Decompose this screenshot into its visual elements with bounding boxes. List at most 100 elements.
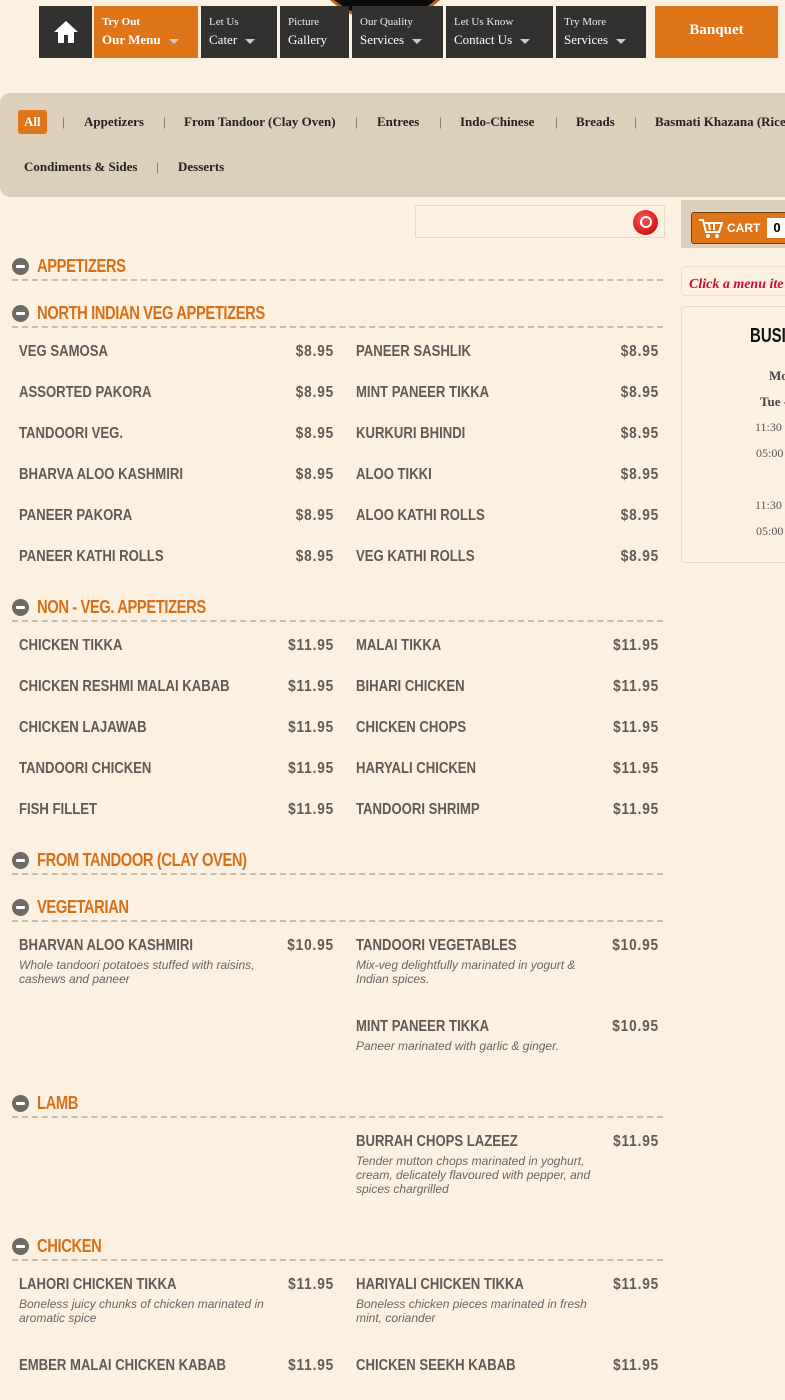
item-name: Veg Samosa — [19, 343, 108, 360]
section-header[interactable]: Chicken — [12, 1230, 663, 1261]
item-name: Mint Paneer Tikka — [356, 384, 490, 401]
menu-item[interactable]: Chicken Tikka $11.95 — [12, 635, 349, 676]
nav-banquet[interactable]: Banquet — [655, 6, 778, 58]
collapse-icon[interactable] — [12, 305, 29, 322]
menu-item[interactable]: Tandoori Chicken $11.95 — [12, 758, 349, 799]
category-all[interactable]: All — [18, 110, 47, 134]
menu-item[interactable]: Fish Fillet $11.95 — [12, 799, 349, 840]
nav-item-label: Our Menu — [102, 32, 179, 48]
collapse-icon[interactable] — [12, 899, 29, 916]
collapse-icon[interactable] — [12, 258, 29, 275]
menu-item[interactable]: Malai Tikka $11.95 — [349, 635, 663, 676]
menu-item[interactable]: Burrah Chops Lazeez $11.95 Tender mutton c… — [349, 1131, 663, 1226]
collapse-icon[interactable] — [12, 1095, 29, 1112]
nav-item-gallery[interactable]: Picture Gallery — [280, 6, 349, 58]
menu-item[interactable]: Bharva Aloo Kashmiri $8.95 — [12, 464, 349, 505]
menu-item[interactable]: Chicken Lajawab $11.95 — [12, 717, 349, 758]
menu-item[interactable]: Bihari Chicken $11.95 — [349, 676, 663, 717]
menu-item[interactable]: Paneer Pakora $8.95 — [12, 505, 349, 546]
chevron-down-icon — [168, 38, 179, 44]
item-price: $8.95 — [295, 548, 334, 565]
menu-item[interactable]: Lahori Chicken Tikka $11.95 Boneless juicy… — [12, 1274, 349, 1355]
divider: | — [355, 114, 358, 129]
nav-item-label: Services — [564, 32, 627, 48]
menu-item[interactable]: Mint Paneer Tikka $8.95 — [349, 382, 663, 423]
collapse-icon[interactable] — [12, 852, 29, 869]
section-header[interactable]: From Tandoor (Clay Oven) — [12, 844, 663, 875]
hours-row: Tue - — [760, 394, 785, 409]
menu-list: Appetizers North Indian Veg Appetizers Veg… — [12, 250, 663, 1400]
menu-item[interactable]: Hariyali Chicken Tikka $11.95 Boneless chi… — [349, 1274, 663, 1355]
item-name: Chicken Reshmi Malai Kabab — [19, 678, 230, 695]
menu-item[interactable]: Tandoori Vegetables $10.95 Mix-veg delight… — [349, 935, 663, 1016]
divider: | — [156, 159, 159, 174]
category-from-tandoor-clay-oven[interactable]: From Tandoor (Clay Oven) — [184, 114, 336, 129]
menu-item[interactable]: Tandoori Shrimp $11.95 — [349, 799, 663, 840]
menu-item[interactable]: Veg Kathi Rolls $8.95 — [349, 546, 663, 587]
nav-item-subtitle: Picture — [288, 16, 320, 28]
category-desserts[interactable]: Desserts — [178, 159, 225, 174]
menu-item[interactable]: Aloo Kathi Rolls $8.95 — [349, 505, 663, 546]
nav-item-subtitle: Let Us — [209, 16, 239, 28]
chevron-down-icon — [412, 38, 423, 44]
category-breads[interactable]: Breads — [576, 114, 615, 129]
item-description: Paneer marinated with garlic & ginger. — [356, 1039, 559, 1053]
collapse-icon[interactable] — [12, 1238, 29, 1255]
item-description: Tender mutton chops marinated in yoghurt… — [356, 1154, 591, 1196]
menu-item[interactable]: Aloo Tikki $8.95 — [349, 464, 663, 505]
menu-item[interactable]: Haryali Chicken $11.95 — [349, 758, 663, 799]
section-header[interactable]: Appetizers — [12, 250, 663, 281]
menu-item[interactable]: Paneer Kathi Rolls $8.95 — [12, 546, 349, 587]
item-name: Assorted Pakora — [19, 384, 152, 401]
divider: | — [163, 114, 166, 129]
item-description: Boneless chicken pieces marinated in fre… — [356, 1297, 587, 1325]
menu-item[interactable]: Mint Paneer Tikka $10.95 Paneer marinated … — [349, 1016, 663, 1083]
menu-item[interactable]: Chicken Chops $11.95 — [349, 717, 663, 758]
empty-cell — [12, 1016, 349, 1083]
menu-item[interactable]: Veg Samosa $8.95 — [12, 341, 349, 382]
category-basmati-khazana-rice[interactable]: Basmati Khazana (Rice — [655, 114, 785, 129]
item-price: $8.95 — [620, 425, 659, 442]
item-name: Chicken Lajawab — [19, 719, 147, 736]
item-name: Paneer Pakora — [19, 507, 133, 524]
nav-item-services[interactable]: Try More Services — [556, 6, 646, 58]
nav-item-services[interactable]: Our Quality Services — [352, 6, 443, 58]
cart-button[interactable]: CART 0 — [691, 212, 785, 244]
section-header[interactable]: North Indian Veg Appetizers — [12, 297, 663, 328]
item-grid: Veg Samosa $8.95 Paneer Sashlik $8.95 Assort… — [12, 341, 663, 587]
nav-item-cater[interactable]: Let Us Cater — [201, 6, 277, 58]
collapse-icon[interactable] — [12, 599, 29, 616]
category-condiments-sides[interactable]: Condiments & Sides — [24, 159, 138, 174]
menu-item[interactable]: Kurkuri Bhindi $8.95 — [349, 423, 663, 464]
menu-item[interactable]: Assorted Pakora $8.95 — [12, 382, 349, 423]
category-indo-chinese[interactable]: Indo-Chinese — [460, 114, 535, 129]
category-appetizers[interactable]: Appetizers — [84, 114, 144, 129]
search-input[interactable] — [416, 206, 626, 237]
nav-home[interactable] — [39, 6, 92, 58]
item-price: $8.95 — [295, 466, 334, 483]
section-header[interactable]: Non - Veg. Appetizers — [12, 591, 663, 622]
nav-item-label: Contact Us — [454, 32, 531, 48]
menu-item[interactable]: Ember Malai Chicken Kabab $11.95 — [12, 1355, 349, 1396]
menu-item[interactable]: Bharvan Aloo Kashmiri $10.95 Whole tandoor… — [12, 935, 349, 1016]
menu-item[interactable]: Chicken Reshmi Malai Kabab $11.95 — [12, 676, 349, 717]
cart-icon — [699, 219, 724, 238]
nav-item-contact-us[interactable]: Let Us Know Contact Us — [446, 6, 553, 58]
menu-item[interactable]: Tandoori Veg. $8.95 — [12, 423, 349, 464]
item-price: $8.95 — [620, 343, 659, 360]
item-grid: Burrah Chops Lazeez $11.95 Tender mutton c… — [12, 1131, 663, 1226]
section-header[interactable]: Vegetarian — [12, 891, 663, 922]
hours-row: Mo — [769, 368, 785, 383]
nav-item-our-menu[interactable]: Try Out Our Menu — [94, 6, 198, 58]
menu-item[interactable]: Paneer Sashlik $8.95 — [349, 341, 663, 382]
item-name: Paneer Kathi Rolls — [19, 548, 164, 565]
item-name: Chicken Tikka — [19, 637, 123, 654]
category-entrees[interactable]: Entrees — [377, 114, 420, 129]
item-price: $11.95 — [613, 719, 659, 736]
menu-item[interactable]: Chicken Seekh Kabab $11.95 — [349, 1355, 663, 1396]
nav-item-label: Services — [360, 32, 423, 48]
section-header[interactable]: Lamb — [12, 1087, 663, 1118]
nav-item-label: Gallery — [288, 32, 327, 47]
item-price: $11.95 — [613, 1133, 659, 1150]
search-button[interactable] — [633, 210, 658, 235]
